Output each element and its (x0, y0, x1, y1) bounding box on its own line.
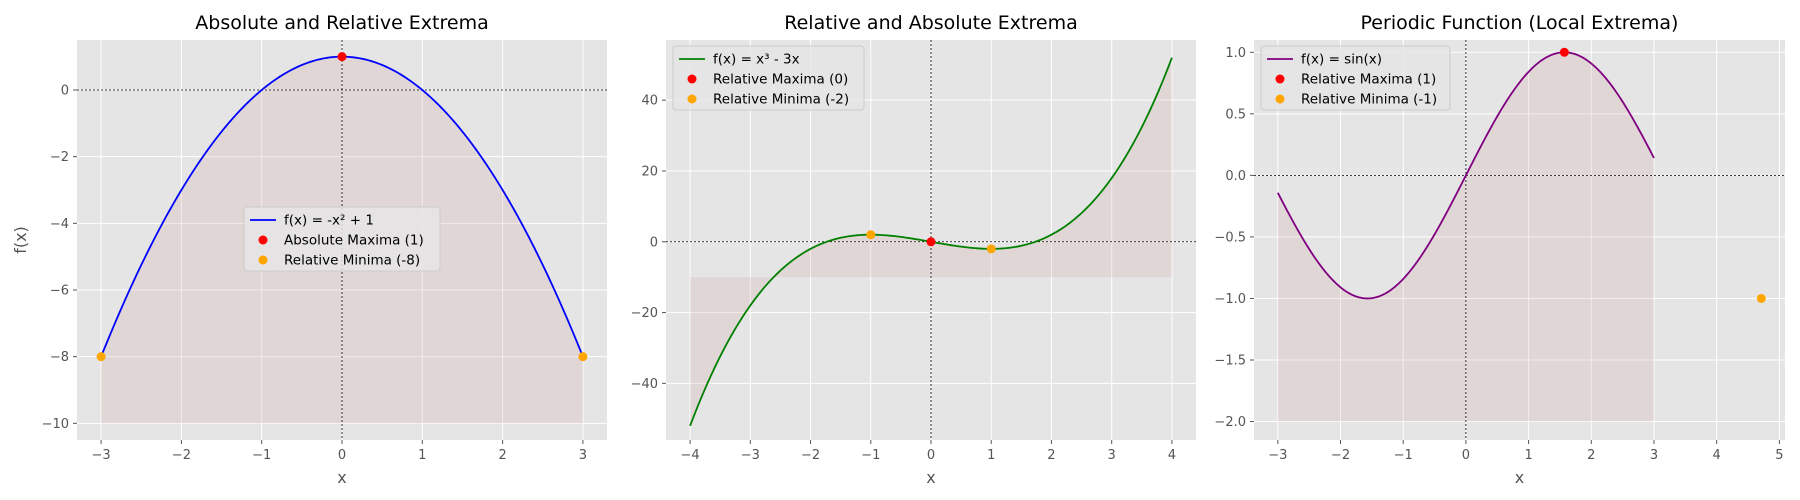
legend-marker-swatch (1275, 74, 1285, 84)
y-tick-label: 40 (641, 94, 658, 109)
y-tick-label: 0 (61, 84, 69, 99)
legend: f(x) = sin(x) Relative Maxima (1) Relative… (1260, 45, 1451, 111)
minima-point (96, 352, 106, 362)
x-tick-label: −4 (681, 448, 700, 463)
legend-entry-minima: Relative Minima (-1) (1301, 92, 1437, 108)
x-tick-label: 4 (1168, 448, 1176, 463)
legend-entry-curve: f(x) = sin(x) (1301, 52, 1382, 68)
y-axis-label: f(x) (11, 226, 30, 254)
maxima-point (1559, 47, 1569, 57)
maxima-point (926, 237, 936, 247)
y-tick-label: −10 (42, 417, 69, 432)
x-tick-label: −3 (92, 448, 111, 463)
x-tick-label: −3 (741, 448, 760, 463)
legend-entry-minima: Relative Minima (-8) (284, 253, 420, 269)
x-tick-label: −2 (172, 448, 191, 463)
legend-box (1260, 45, 1451, 111)
series-line (1277, 51, 1655, 300)
chart-title: Relative and Absolute Extrema (784, 12, 1077, 34)
x-tick-label: 5 (1775, 448, 1783, 463)
x-tick-label: 3 (1108, 448, 1116, 463)
y-tick-label: 0 (650, 235, 658, 250)
chart-panel-3: −3 −2 −1 0 1 2 3 4 5 −2.0 −1.5 −1.0 −0.5 0.0 0.5 1.0 Per… (1214, 12, 1785, 487)
legend-marker-swatch (258, 235, 268, 245)
x-tick-label: 3 (579, 448, 587, 463)
chart-panel-2: −4 −3 −2 −1 0 1 2 3 4 −40 −20 0 20 40 Relative and Abs… (631, 12, 1196, 487)
minima-point (578, 352, 588, 362)
y-tick-label: 20 (641, 164, 658, 179)
legend: f(x) = -x² + 1 Absolute Maxima (1) Relativ… (243, 206, 441, 272)
x-tick-label: −1 (252, 448, 271, 463)
legend-box (672, 45, 865, 111)
x-tick-label: 2 (1587, 448, 1595, 463)
x-tick-label: 1 (418, 448, 426, 463)
y-tick-label: −2 (50, 150, 69, 165)
legend-entry-curve: f(x) = -x² + 1 (284, 213, 374, 229)
legend-marker-swatch (1275, 94, 1285, 104)
y-tick-label: −8 (50, 350, 69, 365)
y-tick-label: −40 (631, 377, 658, 392)
legend: f(x) = x³ - 3x Relative Maxima (0) Relativ… (672, 45, 865, 111)
x-tick-label: −3 (1268, 448, 1287, 463)
minima-point (866, 230, 876, 240)
y-tick-label: −1.0 (1214, 292, 1246, 307)
legend-box (243, 206, 441, 272)
x-axis-label: x (1515, 468, 1524, 487)
x-tick-label: −1 (861, 448, 880, 463)
legend-marker-swatch (687, 94, 697, 104)
x-tick-label: 3 (1650, 448, 1658, 463)
y-tick-label: −4 (50, 217, 69, 232)
x-tick-label: −2 (801, 448, 820, 463)
y-tick-label: −2.0 (1214, 415, 1246, 430)
x-tick-label: −2 (1331, 448, 1350, 463)
chart-title: Absolute and Relative Extrema (195, 12, 488, 34)
x-tick-label: 2 (498, 448, 506, 463)
y-tick-label: −1.5 (1214, 354, 1246, 369)
x-tick-label: 0 (338, 448, 346, 463)
x-tick-label: 2 (1047, 448, 1055, 463)
x-tick-label: 0 (927, 448, 935, 463)
legend-entry-maxima: Relative Maxima (1) (1301, 72, 1436, 88)
y-tick-label: −20 (631, 306, 658, 321)
minima-point (986, 244, 996, 254)
chart-title: Periodic Function (Local Extrema) (1361, 12, 1679, 34)
y-tick-label: 1.0 (1225, 46, 1246, 61)
y-tick-label: −0.5 (1214, 230, 1246, 245)
legend-entry-curve: f(x) = x³ - 3x (713, 52, 800, 68)
x-tick-label: 0 (1462, 448, 1470, 463)
legend-marker-swatch (687, 74, 697, 84)
x-tick-label: 4 (1713, 448, 1721, 463)
legend-entry-maxima: Relative Maxima (0) (713, 72, 848, 88)
x-axis-label: x (337, 468, 346, 487)
y-tick-label: −6 (50, 284, 69, 299)
x-axis-label: x (926, 468, 935, 487)
legend-entry-maxima: Absolute Maxima (1) (284, 233, 424, 249)
x-tick-label: 1 (987, 448, 995, 463)
minima-point (1756, 293, 1766, 303)
maxima-point (337, 52, 347, 62)
x-tick-label: 1 (1524, 448, 1532, 463)
y-tick-label: 0.0 (1225, 169, 1246, 184)
x-tick-label: −1 (1394, 448, 1413, 463)
legend-marker-swatch (258, 255, 268, 265)
legend-entry-minima: Relative Minima (-2) (713, 92, 849, 108)
y-tick-label: 0.5 (1225, 107, 1246, 122)
